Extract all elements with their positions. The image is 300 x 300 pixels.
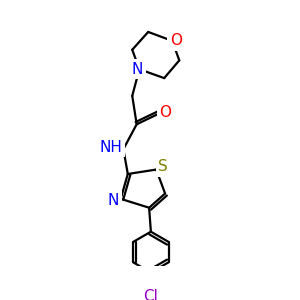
Text: S: S <box>158 159 168 174</box>
Text: O: O <box>170 33 182 48</box>
Text: O: O <box>159 105 171 120</box>
Text: N: N <box>132 62 143 77</box>
Text: N: N <box>108 193 119 208</box>
Text: NH: NH <box>100 140 122 155</box>
Text: Cl: Cl <box>143 289 158 300</box>
